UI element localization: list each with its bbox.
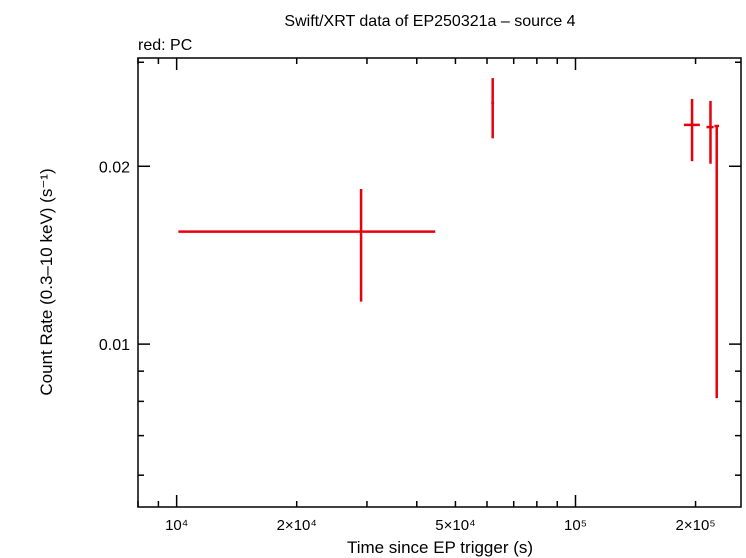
y-axis-ticks bbox=[138, 61, 741, 476]
x-tick-label: 10⁵ bbox=[564, 517, 587, 534]
data-point bbox=[683, 98, 700, 162]
data-series bbox=[178, 78, 720, 399]
x-tick-label: 10⁴ bbox=[165, 517, 188, 534]
data-point bbox=[714, 124, 720, 399]
plot-frame bbox=[137, 57, 742, 508]
data-point bbox=[178, 189, 436, 302]
x-tick-label: 2×10⁵ bbox=[676, 517, 716, 534]
x-axis-tick-labels: 10⁴ 2×10⁴ 5×10⁴ 10⁵ 2×10⁵ bbox=[165, 517, 715, 534]
x-axis-ticks bbox=[137, 58, 697, 507]
x-tick-label: 5×10⁴ bbox=[435, 517, 475, 534]
y-tick-label: 0.02 bbox=[99, 159, 130, 176]
y-tick-label: 0.01 bbox=[99, 337, 130, 354]
data-point bbox=[491, 78, 495, 139]
data-point bbox=[706, 100, 714, 164]
x-tick-label: 2×10⁴ bbox=[277, 517, 317, 534]
chart-title: Swift/XRT data of EP250321a – source 4 bbox=[284, 13, 575, 30]
y-axis-label: Count Rate (0.3–10 keV) (s⁻¹) bbox=[37, 168, 56, 395]
chart-subtitle: red: PC bbox=[138, 37, 192, 54]
y-axis-tick-labels: 0.01 0.02 bbox=[99, 159, 130, 354]
x-axis-label: Time since EP trigger (s) bbox=[347, 538, 533, 557]
